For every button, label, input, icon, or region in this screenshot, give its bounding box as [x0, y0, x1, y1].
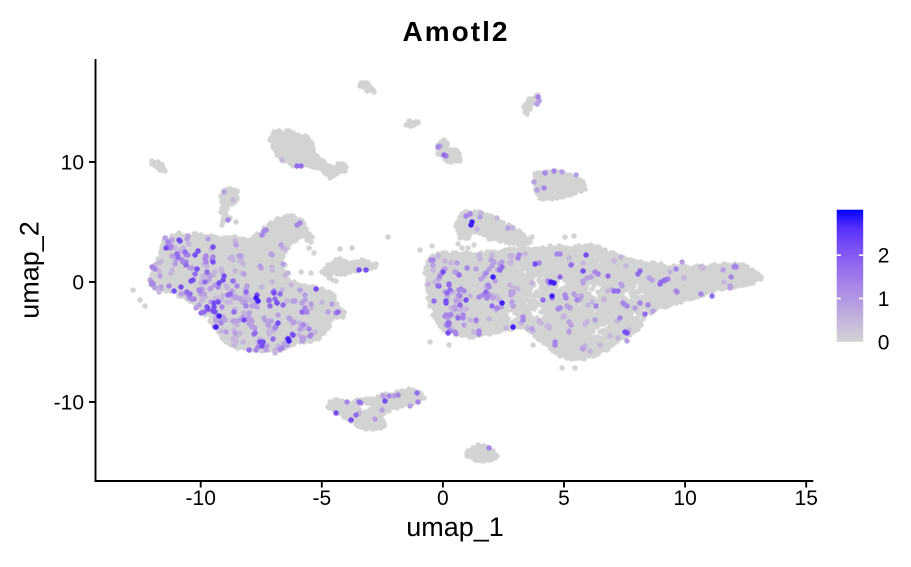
svg-text:-5: -5 — [312, 487, 331, 510]
svg-text:umap_2: umap_2 — [15, 221, 45, 319]
svg-text:0: 0 — [437, 487, 449, 510]
svg-text:15: 15 — [795, 487, 818, 510]
svg-text:2: 2 — [878, 245, 890, 268]
svg-text:0: 0 — [878, 331, 890, 354]
svg-text:-10: -10 — [186, 487, 216, 510]
svg-text:Amotl2: Amotl2 — [403, 16, 510, 47]
svg-text:-10: -10 — [54, 392, 84, 415]
svg-text:10: 10 — [61, 152, 84, 175]
svg-text:5: 5 — [558, 487, 570, 510]
svg-text:1: 1 — [878, 288, 890, 311]
svg-text:umap_1: umap_1 — [406, 512, 504, 542]
svg-text:10: 10 — [673, 487, 696, 510]
svg-text:0: 0 — [72, 272, 84, 295]
